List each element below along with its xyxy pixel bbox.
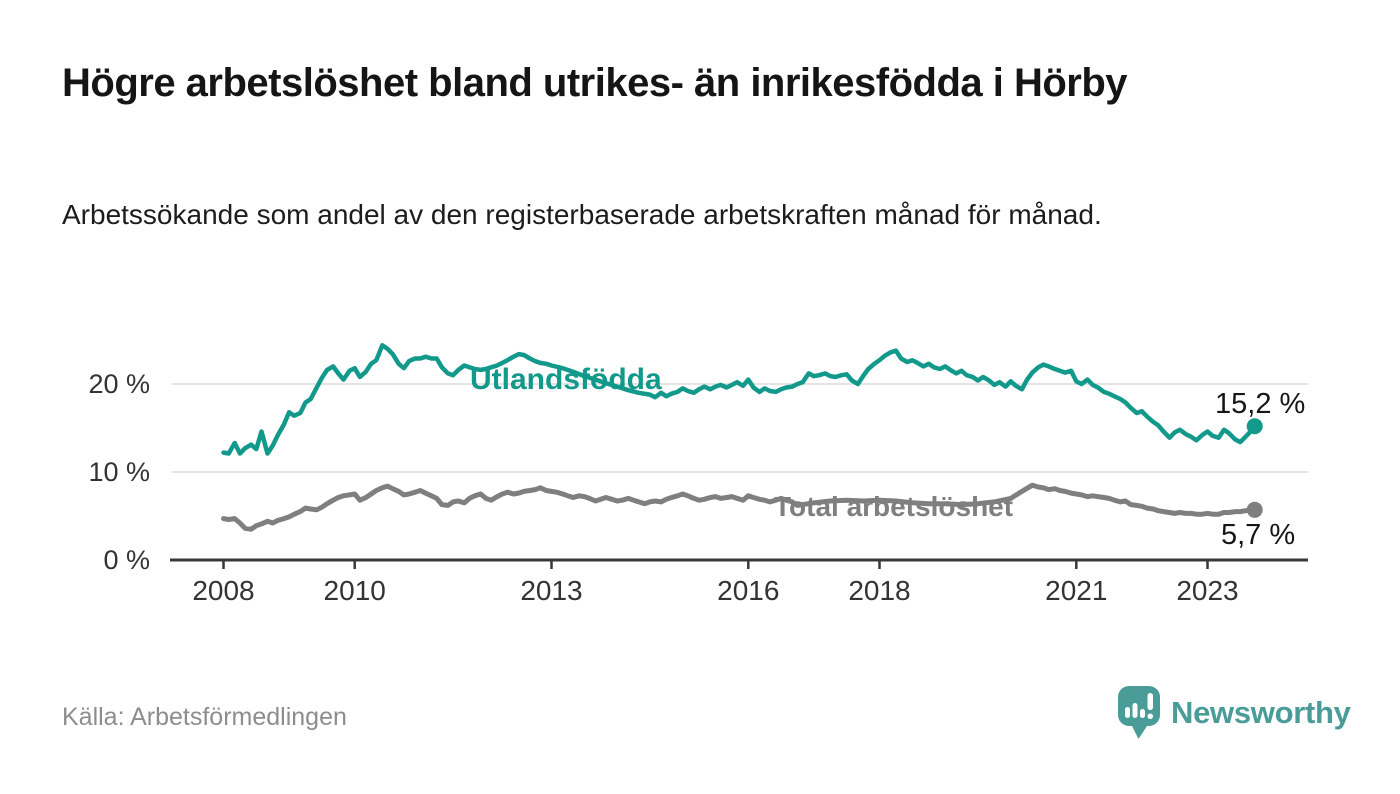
newsworthy-logo-icon (1118, 686, 1160, 739)
newsworthy-brand-text: Newsworthy (1171, 695, 1351, 730)
series-label-total-arbetsloshet: Total arbetslöshet (774, 491, 1014, 522)
x-tick-label: 2018 (848, 575, 910, 606)
x-tick-label: 2010 (324, 575, 386, 606)
end-value-utlandsfodda: 15,2 % (1215, 388, 1306, 420)
x-tick-label: 2008 (192, 575, 254, 606)
x-tick-label: 2023 (1176, 575, 1238, 606)
series-line-1 (221, 482, 1258, 532)
series-label-utlandsfodda: Utlandsfödda (470, 363, 662, 396)
newsworthy-logo: Newsworthy (1118, 686, 1351, 740)
y-tick-label: 0 % (103, 545, 150, 575)
x-tick-label: 2016 (717, 575, 779, 606)
y-tick-label: 10 % (88, 457, 150, 487)
y-tick-label: 20 % (88, 369, 150, 399)
chart-canvas: 2008 2010 2013 2016 2018 2021 2023 0 % 10 % 20 % (88, 343, 1308, 606)
series-end-dot-0 (1246, 418, 1263, 435)
source-attribution: Källa: Arbetsförmedlingen (62, 703, 347, 731)
x-tick-label: 2021 (1045, 575, 1107, 606)
series-line-0 (221, 343, 1257, 456)
line-chart: 2008 2010 2013 2016 2018 2021 2023 0 % 10 % 20 % (0, 310, 1400, 620)
speech-bubble-chart-icon (1118, 686, 1160, 739)
x-tick-label: 2013 (520, 575, 582, 606)
chart-title: Högre arbetslöshet bland utrikes- än inr… (62, 61, 1128, 105)
series-end-dot-1 (1246, 501, 1263, 518)
end-value-total-arbetsloshet: 5,7 % (1221, 519, 1296, 551)
chart-subtitle: Arbetssökande som andel av den registerb… (62, 199, 1102, 230)
